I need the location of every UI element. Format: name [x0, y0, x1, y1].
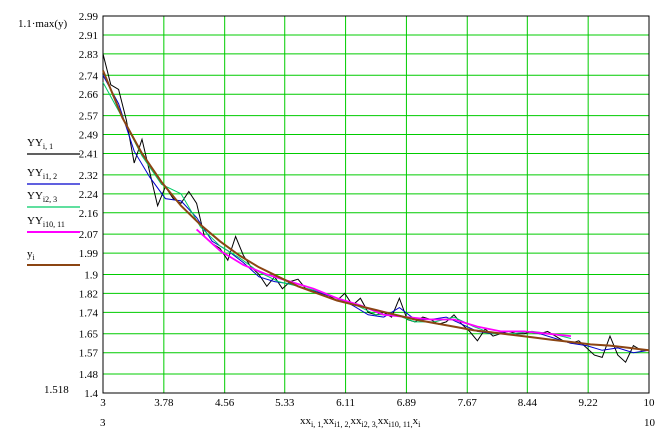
- y-tick-label: 2.24: [79, 189, 99, 201]
- y-tick-label: 2.41: [79, 149, 98, 161]
- y-tick-label: 2.74: [79, 70, 99, 82]
- legend-label-5: yi: [27, 248, 36, 262]
- y-tick-label: 2.57: [79, 111, 99, 123]
- legend-label-2: YYi1, 2: [27, 167, 57, 181]
- series-line-2: [102, 75, 650, 354]
- x-tick-labels: 3 3.78 4.56 5.33 6.11 6.89 7.67 8.44 9.22 10: [100, 397, 655, 409]
- x-tick-label: 7.67: [458, 397, 478, 409]
- x-tick-label: 10: [644, 397, 656, 409]
- y-tick-label: 1.82: [79, 288, 98, 300]
- y-tick-label: 2.99: [79, 11, 99, 23]
- y-tick-label: 2.32: [79, 170, 98, 182]
- y-tick-label: 2.91: [79, 30, 98, 42]
- x-tick-label: 6.89: [397, 397, 417, 409]
- y-tick-label: 2.16: [79, 208, 99, 220]
- legend-label-1: YYi, 1: [27, 137, 53, 151]
- series-group: [102, 53, 650, 364]
- series-line-4: [195, 228, 572, 337]
- y-tick-labels: 2.99 2.91 2.83 2.74 2.66 2.57 2.49 2.41 2.32 2.24…: [79, 11, 99, 400]
- y-tick-label: 1.9: [84, 269, 98, 281]
- y-tick-label: 1.74: [79, 307, 99, 319]
- x-tick-label: 6.11: [336, 397, 355, 409]
- x-tick-label: 8.44: [518, 397, 538, 409]
- x-axis-label: xxi, 1,xxi1, 2,xxi2, 3,xxi10, 11,xi: [300, 415, 421, 429]
- y-tick-label: 2.66: [79, 89, 99, 101]
- x-tick-label: 3.78: [154, 397, 174, 409]
- y-tick-label: 2.07: [79, 229, 99, 241]
- plot-background: [103, 16, 649, 393]
- y-bottom-label: 1.518: [44, 384, 69, 396]
- x-tick-label: 3: [100, 397, 106, 409]
- x-tick-label: 5.33: [275, 397, 295, 409]
- y-tick-label: 1.65: [79, 329, 99, 341]
- x-tick-label: 9.22: [579, 397, 598, 409]
- y-tick-label: 1.57: [79, 348, 99, 360]
- legend: YYi, 1 YYi1, 2 YYi2, 3 YYi10, 11 yi: [27, 137, 80, 266]
- y-tick-label: 2.49: [79, 130, 99, 142]
- x-right-label: 10: [644, 417, 656, 429]
- x-tick-label: 4.56: [215, 397, 235, 409]
- plot-frame: [102, 15, 650, 394]
- x-left-label: 3: [100, 417, 106, 429]
- legend-label-3: YYi2, 3: [27, 190, 57, 204]
- y-tick-label: 1.99: [79, 248, 99, 260]
- y-tick-label: 2.83: [79, 49, 99, 61]
- legend-label-4: YYi10, 11: [27, 215, 65, 229]
- series-line-5: [102, 70, 650, 352]
- y-tick-label: 1.48: [79, 369, 99, 381]
- y-tick-label: 1.4: [84, 388, 98, 400]
- y-top-label: 1.1·max(y): [18, 18, 68, 30]
